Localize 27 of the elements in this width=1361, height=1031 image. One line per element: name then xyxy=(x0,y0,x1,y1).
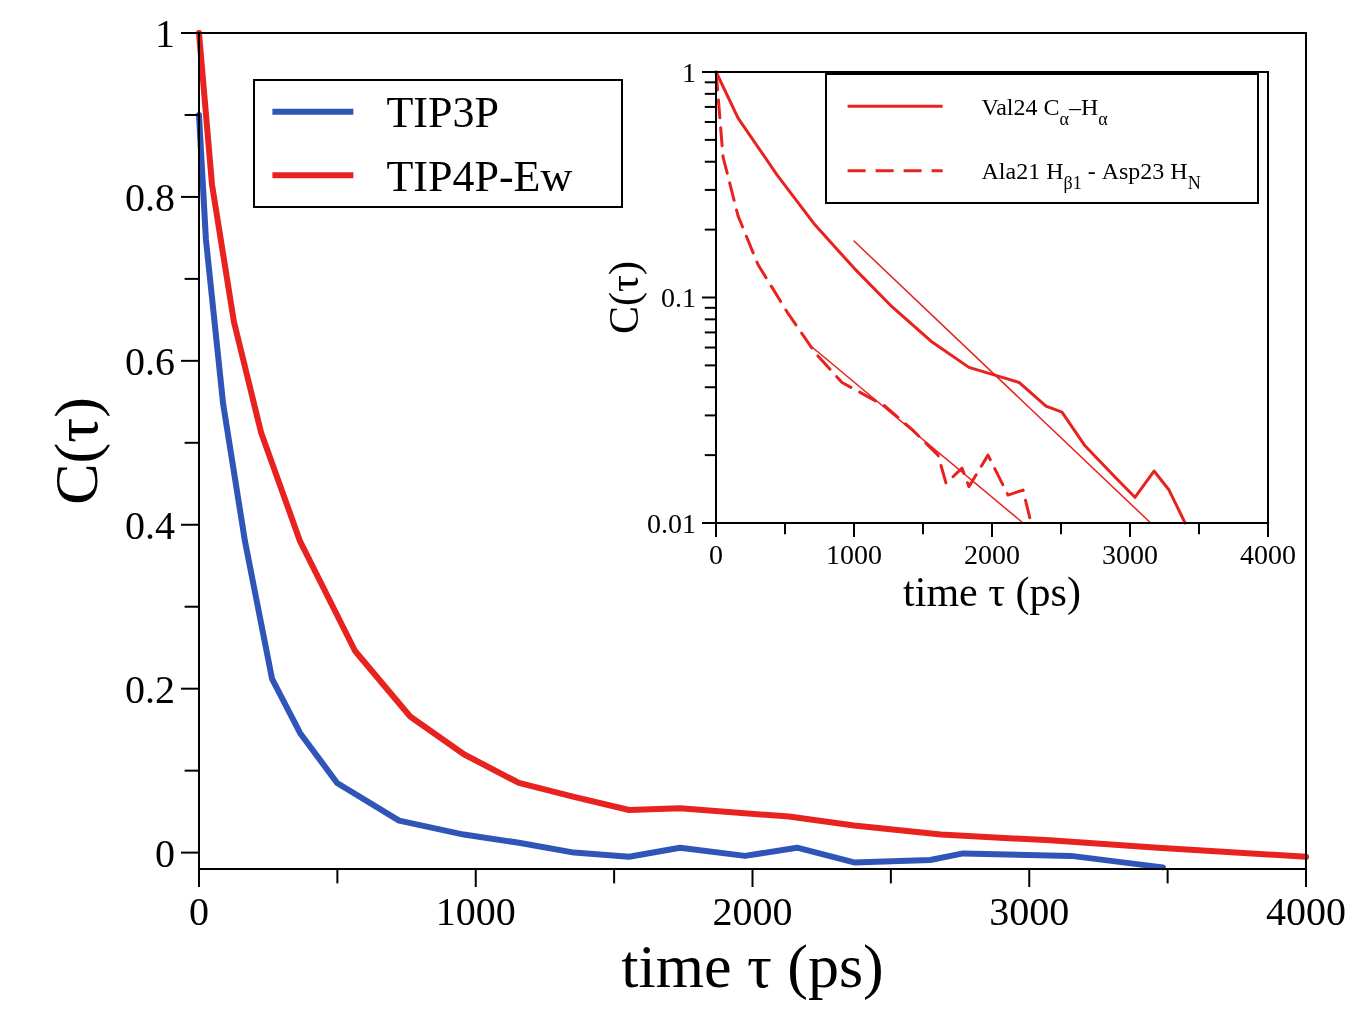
legend-label: Ala21 H$_{β1}$ - Asp23 H$_{N}$ xyxy=(981,158,1201,194)
x-axis-title: time τ (ps) xyxy=(903,568,1081,616)
x-tick-label: 4000 xyxy=(1266,889,1346,934)
y-tick-label: 0.4 xyxy=(125,502,175,548)
y-axis-title: C(τ) xyxy=(42,397,111,505)
y-tick-label: 1 xyxy=(682,56,696,88)
y-tick-label: 1 xyxy=(155,11,175,56)
y-tick-label: 0.01 xyxy=(647,507,696,539)
x-tick-label: 1000 xyxy=(826,538,882,570)
y-tick-label: 0 xyxy=(155,830,175,876)
x-tick-label: 3000 xyxy=(1102,538,1158,570)
x-tick-label: 0 xyxy=(709,538,723,570)
x-tick-label: 2000 xyxy=(964,538,1020,570)
x-axis-title: time τ (ps) xyxy=(621,931,884,1001)
legend-label: TIP4P-Ew xyxy=(386,151,573,201)
x-tick-label: 4000 xyxy=(1240,538,1296,570)
x-tick-label: 2000 xyxy=(712,889,793,934)
y-tick-label: 0.8 xyxy=(125,174,175,220)
y-tick-label: 0.6 xyxy=(125,338,175,384)
legend-label: TIP3P xyxy=(386,88,499,138)
x-tick-label: 1000 xyxy=(435,889,516,934)
legend-label: Val24 C$_{α}$–H$_{α}$ xyxy=(981,93,1109,129)
x-tick-label: 3000 xyxy=(989,889,1070,934)
y-tick-label: 0.2 xyxy=(125,666,175,712)
x-tick-label: 0 xyxy=(189,889,209,934)
y-tick-label: 0.1 xyxy=(661,282,696,314)
y-axis-title: C(τ) xyxy=(600,261,648,334)
